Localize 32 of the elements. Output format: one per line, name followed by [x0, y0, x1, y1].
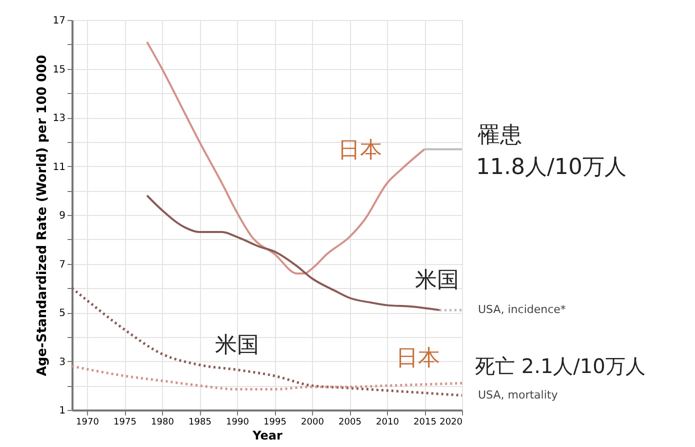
- y-tick-label: 3: [59, 356, 66, 368]
- y-tick-label: 15: [52, 64, 66, 76]
- x-tick-label: 2005: [338, 418, 362, 428]
- y-tick-label: 5: [59, 308, 66, 319]
- annotation: USA, incidence*: [478, 303, 566, 316]
- y-axis-title: Age-Standardized Rate (World) per 100 000: [34, 54, 50, 376]
- line-series: [146, 194, 440, 312]
- text: 死亡 2.1人/10万人: [475, 354, 646, 378]
- annotation: 日本: [396, 346, 440, 371]
- x-tick-label: 2010: [376, 418, 400, 428]
- y-tick-label: 7: [59, 259, 66, 270]
- x-axis-title: Year: [252, 428, 282, 442]
- annotation: USA, mortality: [478, 388, 558, 402]
- x-tick-label: 1970: [76, 418, 100, 428]
- annotation: 米国: [415, 268, 459, 293]
- x-tick-label: 1980: [151, 418, 174, 428]
- x-tick-label: 2015: [414, 418, 436, 428]
- text: 11.8人/10万人: [476, 155, 626, 180]
- x-tick-label: 1985: [188, 418, 212, 428]
- y-tick-label: 13: [52, 113, 66, 124]
- x-tick-label: 2020: [440, 418, 463, 428]
- text: 罹患: [477, 123, 522, 148]
- annotation: 米国: [215, 333, 259, 358]
- x-tick-label: 2000: [301, 418, 324, 428]
- y-tick-label: 11: [52, 162, 66, 173]
- x-tick-label: 1990: [226, 418, 250, 428]
- x-tick-label: 1975: [114, 418, 136, 428]
- y-tick-label: 9: [59, 210, 66, 222]
- y-tick-label: 17: [52, 16, 66, 26]
- y-tick-label: 1: [59, 406, 66, 416]
- x-tick-label: 1995: [264, 418, 286, 428]
- annotation: 日本: [338, 138, 382, 163]
